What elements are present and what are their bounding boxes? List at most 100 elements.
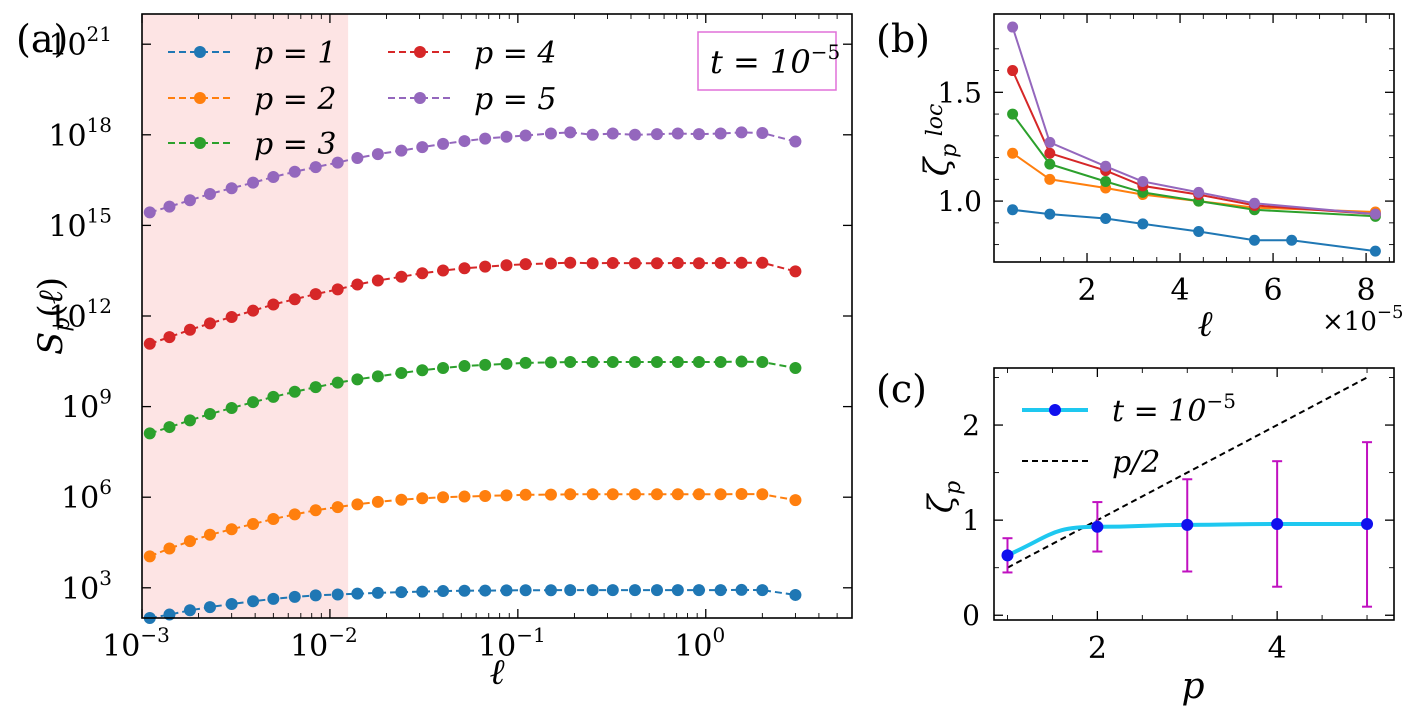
- data-point-p4: [395, 270, 408, 283]
- data-point-p2: [351, 498, 364, 511]
- data-point-p5: [606, 127, 619, 140]
- data-point-p4: [692, 257, 705, 270]
- data-point-b-2: [1044, 173, 1056, 185]
- data-point-c: [1001, 549, 1014, 562]
- data-point-p3: [309, 381, 322, 394]
- x-tick-label: 100: [674, 623, 725, 664]
- data-point-p1: [544, 584, 557, 597]
- legend-label-p-half: p/2: [1112, 445, 1160, 480]
- panel-label-b: (b): [876, 17, 930, 61]
- y-tick-label: 103: [61, 566, 112, 607]
- data-point-p4: [735, 256, 748, 269]
- data-point-p5: [519, 129, 532, 142]
- data-point-p1: [692, 584, 705, 597]
- data-point-p4: [671, 256, 684, 269]
- data-point-p2: [714, 488, 727, 501]
- panel-a: 10−3 10−2 10−1 100 103 106 109 1012 1015 1018 1021…: [31, 13, 853, 693]
- data-point-b-3: [1044, 158, 1056, 170]
- y-tick-label-b: 1.0: [937, 185, 982, 218]
- data-point-p3: [544, 356, 557, 369]
- panel-label-c: (c): [876, 367, 927, 411]
- data-point-b-1: [1044, 208, 1056, 220]
- data-point-b-2: [1007, 147, 1019, 159]
- data-point-p1: [351, 587, 364, 600]
- x-axis-label-b: ℓ: [1198, 304, 1213, 345]
- data-point-p3: [163, 421, 176, 434]
- data-point-p5: [163, 200, 176, 213]
- data-point-c: [1271, 517, 1284, 530]
- data-point-p3: [479, 358, 492, 371]
- y-axis-label-b: ζp: [917, 144, 962, 177]
- data-point-b-5: [1248, 197, 1260, 209]
- data-point-p2: [606, 488, 619, 501]
- data-point-p4: [371, 274, 384, 287]
- data-point-p4: [564, 256, 577, 269]
- data-point-p3: [458, 360, 471, 373]
- data-point-p2: [544, 488, 557, 501]
- data-point-p5: [500, 130, 513, 143]
- legend-marker-p4: [414, 46, 426, 58]
- data-point-p1: [564, 584, 577, 597]
- data-point-p3: [395, 366, 408, 379]
- data-point-p5: [288, 165, 301, 178]
- data-point-p2: [519, 488, 532, 501]
- data-point-p2: [143, 550, 156, 563]
- x-tick-label-c: 2: [1088, 631, 1107, 666]
- data-point-p4: [479, 260, 492, 273]
- data-point-p5: [309, 161, 322, 174]
- data-point-b-1: [1248, 234, 1260, 246]
- data-point-p4: [183, 323, 196, 336]
- data-point-p5: [225, 182, 238, 195]
- data-point-p2: [163, 542, 176, 555]
- data-point-p5: [416, 141, 429, 154]
- data-point-p1: [437, 585, 450, 598]
- data-point-p4: [267, 298, 280, 311]
- y-tick-label: 109: [61, 385, 112, 426]
- y-tick-label: 1018: [48, 113, 112, 154]
- data-point-p2: [789, 494, 802, 507]
- data-point-b-3: [1007, 108, 1019, 120]
- reference-line-p-half: [1007, 376, 1368, 569]
- data-point-p5: [371, 148, 384, 161]
- x-tick-label-b: 6: [1264, 273, 1283, 308]
- data-point-p1: [789, 588, 802, 601]
- data-point-p3: [331, 376, 344, 389]
- data-point-p3: [437, 361, 450, 374]
- data-point-p1: [586, 584, 599, 597]
- data-point-p5: [331, 156, 344, 169]
- data-point-p4: [225, 310, 238, 323]
- data-point-p4: [309, 288, 322, 301]
- data-point-p1: [183, 604, 196, 617]
- data-point-p2: [628, 488, 641, 501]
- legend-a: p = 1 p = 2 p = 3 p = 4 p = 5: [168, 36, 557, 162]
- data-point-p1: [371, 586, 384, 599]
- data-point-p1: [756, 584, 769, 597]
- data-point-b-5: [1044, 136, 1056, 148]
- panel-b-frame: [993, 13, 1395, 263]
- data-point-p4: [519, 258, 532, 271]
- data-point-b-5: [1007, 21, 1019, 33]
- legend-label-p2: p = 2: [254, 82, 337, 117]
- data-point-b-1: [1193, 226, 1205, 238]
- data-point-p4: [247, 304, 260, 317]
- data-point-p1: [628, 584, 641, 597]
- data-point-p5: [143, 206, 156, 219]
- data-point-p2: [458, 490, 471, 503]
- data-point-p3: [714, 355, 727, 368]
- data-point-p2: [395, 493, 408, 506]
- data-point-p2: [437, 491, 450, 504]
- data-point-p1: [650, 584, 663, 597]
- data-point-p1: [247, 595, 260, 608]
- x-tick-label: 10−3: [102, 623, 170, 664]
- panel-c-frame: [993, 367, 1395, 621]
- legend-label-p3: p = 3: [254, 127, 337, 162]
- data-point-p1: [203, 601, 216, 614]
- series-line-b-5: [1011, 26, 1376, 216]
- y-tick-label: 1015: [48, 203, 112, 244]
- data-point-p5: [586, 128, 599, 141]
- series-line-b-1: [1012, 208, 1376, 253]
- data-point-p1: [288, 590, 301, 603]
- data-point-p3: [789, 361, 802, 374]
- data-point-p4: [544, 257, 557, 270]
